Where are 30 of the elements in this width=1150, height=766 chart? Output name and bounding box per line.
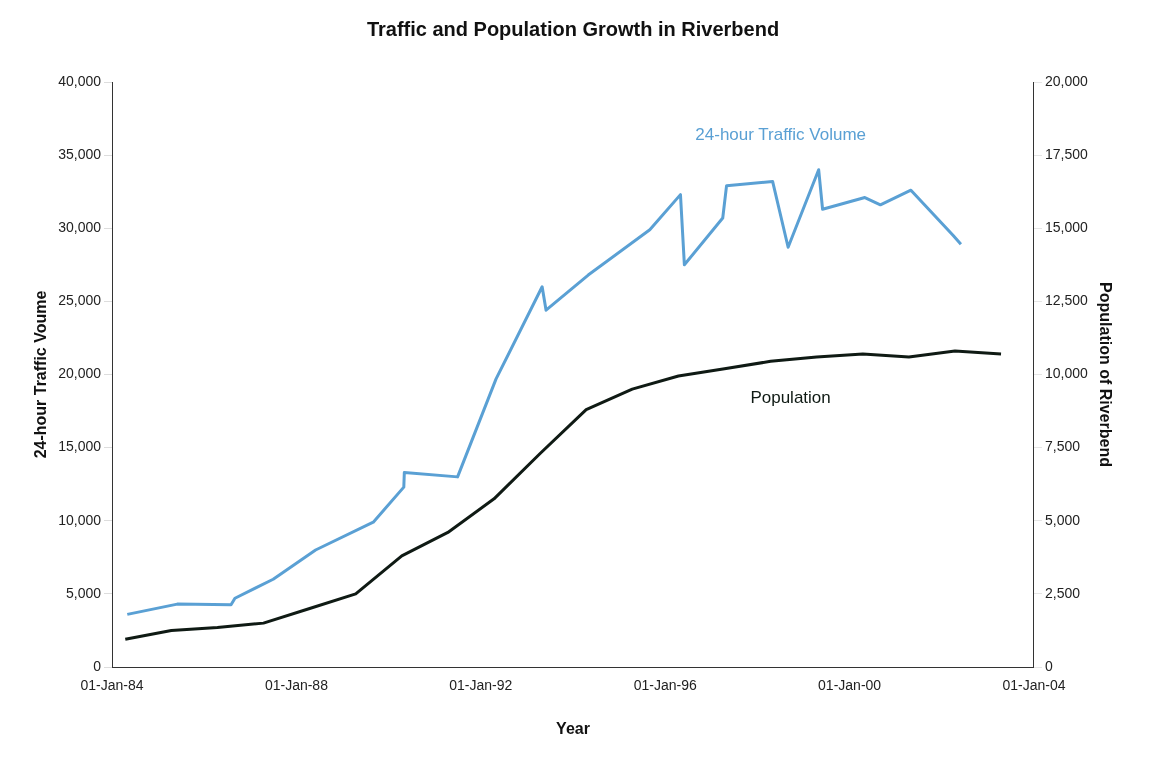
y2-tick-label: 2,500 [1044, 584, 1081, 601]
x-tick-label: 01-Jan-88 [264, 677, 329, 694]
y2-tick-label: 0 [1044, 657, 1053, 674]
y2-tick-label: 10,000 [1044, 365, 1089, 382]
x-tick-label: 01-Jan-96 [633, 677, 697, 694]
y-tick-label: 10,000 [58, 511, 102, 528]
y-tick-label: 35,000 [58, 145, 102, 162]
x-tick-label: 01-Jan-00 [818, 677, 882, 694]
y2-tick-label: 17,500 [1044, 145, 1089, 162]
y2-tick-label: 20,000 [1044, 72, 1089, 89]
chart-title: Traffic and Population Growth in Riverbend [366, 17, 780, 40]
y2-axis-title: Population of Riverbend [1096, 282, 1114, 467]
y-tick-label: 40,000 [58, 72, 102, 89]
y-tick-label: 0 [93, 657, 102, 674]
y-tick-label: 20,000 [58, 365, 102, 382]
y-axis-title: 24-hour Traffic Voume [32, 290, 50, 459]
text: 24-hour Traffic Volume [695, 124, 867, 144]
y2-tick-label: 15,000 [1044, 219, 1089, 236]
y2-tick-label: 7,500 [1044, 438, 1081, 455]
y-tick-label: 30,000 [58, 219, 102, 236]
x-tick-label: 01-Jan-92 [449, 677, 513, 694]
x-axis-title: Year [556, 719, 590, 737]
y2-tick-label: 12,500 [1044, 292, 1089, 309]
x-tick-label: 01-Jan-04 [1002, 677, 1066, 694]
y-tick-label: 25,000 [58, 292, 102, 309]
y2-tick-label: 5,000 [1044, 511, 1081, 528]
x-tick-label: 01-Jan-84 [80, 677, 144, 694]
y-tick-label: 15,000 [58, 438, 102, 455]
series-label: Population [750, 388, 831, 408]
y-tick-label: 5,000 [65, 584, 102, 601]
